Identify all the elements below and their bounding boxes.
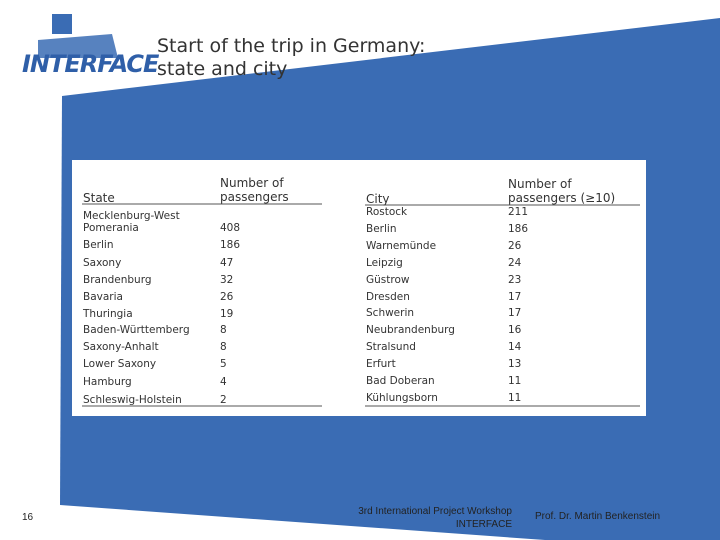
passengers: 5 bbox=[220, 358, 227, 370]
passengers: 2 bbox=[220, 394, 227, 406]
passengers: 24 bbox=[508, 256, 522, 269]
passengers: 8 bbox=[220, 341, 227, 353]
passengers: 11 bbox=[508, 375, 522, 387]
state: Saxony-Anhalt bbox=[83, 341, 159, 353]
page-number: 16 bbox=[22, 512, 34, 523]
logo-square bbox=[52, 14, 72, 34]
column-header: Number of passengers bbox=[220, 176, 289, 204]
logo-shape bbox=[38, 34, 118, 58]
state: Mecklenburg-West Pomerania bbox=[83, 210, 180, 234]
author: Prof. Dr. Martin Benkenstein bbox=[535, 511, 661, 522]
title: Start of the trip in Germany: bbox=[157, 35, 426, 57]
passengers: 14 bbox=[508, 341, 522, 354]
city: Leipzig bbox=[366, 256, 403, 269]
passengers: 4 bbox=[220, 376, 227, 388]
city: Berlin bbox=[366, 222, 397, 235]
state: Berlin bbox=[83, 239, 114, 251]
state: Bavaria bbox=[83, 291, 123, 303]
passengers: 408 bbox=[220, 222, 241, 234]
city: Güstrow bbox=[366, 273, 410, 286]
city: Neubrandenburg bbox=[366, 324, 455, 337]
city: Kühlungsborn bbox=[366, 391, 438, 404]
column-header: State bbox=[83, 191, 115, 205]
state: Thuringia bbox=[83, 308, 133, 320]
title: state and city bbox=[157, 58, 288, 80]
city: Dresden bbox=[366, 290, 410, 303]
city: Bad Doberan bbox=[366, 375, 435, 387]
event: 3rd International Project Workshop bbox=[358, 506, 512, 517]
passengers: 26 bbox=[220, 291, 234, 303]
passengers: 17 bbox=[508, 307, 522, 320]
passengers: 26 bbox=[508, 239, 522, 252]
passengers: 11 bbox=[508, 391, 522, 404]
passengers: 17 bbox=[508, 290, 522, 303]
passengers: 47 bbox=[220, 257, 234, 269]
column-header: City bbox=[366, 192, 390, 206]
passengers: 8 bbox=[220, 324, 227, 336]
city: Erfurt bbox=[366, 358, 396, 371]
passengers: 32 bbox=[220, 274, 234, 286]
state: Lower Saxony bbox=[83, 358, 157, 370]
city: Stralsund bbox=[366, 341, 416, 354]
passengers: 211 bbox=[508, 206, 529, 218]
column-header: Number of passengers (≥10) bbox=[508, 177, 616, 205]
city: Schwerin bbox=[366, 307, 415, 320]
state: Saxony bbox=[83, 257, 122, 269]
passengers: 23 bbox=[508, 273, 522, 286]
state: Hamburg bbox=[83, 376, 132, 388]
passengers: 186 bbox=[508, 222, 529, 235]
passengers: 186 bbox=[220, 239, 241, 251]
state: Brandenburg bbox=[83, 274, 152, 286]
city: Rostock bbox=[366, 206, 408, 218]
passengers: 16 bbox=[508, 324, 522, 337]
state: Baden-Württemberg bbox=[83, 324, 190, 336]
passengers: 13 bbox=[508, 358, 522, 371]
event: INTERFACE bbox=[455, 519, 512, 530]
state: Schleswig-Holstein bbox=[83, 394, 182, 406]
table-panel bbox=[72, 160, 646, 416]
passengers: 19 bbox=[220, 308, 234, 320]
city: Warnemünde bbox=[366, 239, 437, 252]
logo: INTERFACE bbox=[22, 50, 159, 78]
